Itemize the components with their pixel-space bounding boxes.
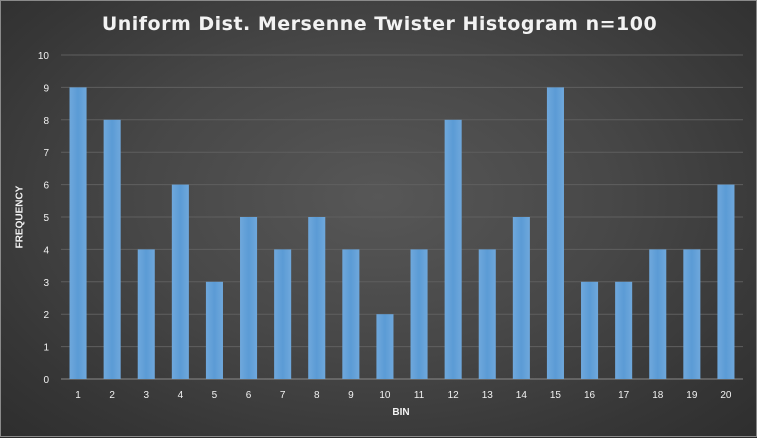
x-tick-label: 20	[720, 390, 732, 401]
bar	[308, 217, 326, 379]
y-tick-label: 3	[43, 278, 49, 289]
y-tick-label: 2	[43, 310, 49, 321]
x-tick-label: 1	[75, 390, 81, 401]
bar	[581, 281, 599, 379]
x-tick-label: 10	[379, 390, 391, 401]
y-tick-label: 5	[43, 213, 49, 224]
bar	[274, 249, 292, 379]
bar	[546, 87, 564, 380]
bar	[444, 119, 462, 380]
x-tick-label: 17	[618, 390, 630, 401]
bar	[410, 249, 428, 379]
x-tick-label: 5	[212, 390, 218, 401]
chart-title: Uniform Dist. Mersenne Twister Histogram…	[101, 13, 658, 35]
bar	[717, 184, 735, 379]
y-tick-label: 8	[43, 116, 49, 127]
y-tick-label: 10	[38, 51, 50, 62]
y-tick-label: 1	[43, 343, 49, 354]
y-tick-label: 7	[43, 148, 49, 159]
x-tick-label: 19	[686, 390, 698, 401]
x-tick-label: 6	[246, 390, 252, 401]
x-tick-label: 8	[314, 390, 320, 401]
x-tick-label: 3	[143, 390, 149, 401]
bar	[342, 249, 360, 379]
x-tick-label: 13	[482, 390, 494, 401]
bar	[69, 87, 87, 380]
bar	[137, 249, 155, 379]
x-tick-label: 16	[584, 390, 596, 401]
bar	[683, 249, 701, 379]
x-tick-label: 15	[550, 390, 562, 401]
bar	[615, 281, 633, 379]
y-tick-label: 0	[43, 375, 49, 386]
bar	[205, 281, 223, 379]
bar	[512, 217, 530, 379]
bar	[103, 119, 121, 380]
x-tick-label: 14	[516, 390, 528, 401]
y-tick-label: 6	[43, 181, 49, 192]
bar	[171, 184, 189, 379]
x-axis-title: BIN	[392, 407, 410, 418]
x-tick-label: 11	[414, 390, 425, 401]
x-tick-label: 18	[652, 390, 664, 401]
y-tick-label: 9	[43, 83, 49, 94]
bar	[478, 249, 496, 379]
bar	[240, 217, 258, 379]
x-tick-label: 2	[109, 390, 115, 401]
x-tick-label: 7	[280, 390, 286, 401]
x-tick-label: 4	[178, 390, 184, 401]
x-tick-label: 12	[448, 390, 460, 401]
bar	[649, 249, 667, 379]
bar	[376, 314, 394, 379]
x-tick-label: 9	[348, 390, 354, 401]
y-tick-label: 4	[43, 245, 49, 256]
